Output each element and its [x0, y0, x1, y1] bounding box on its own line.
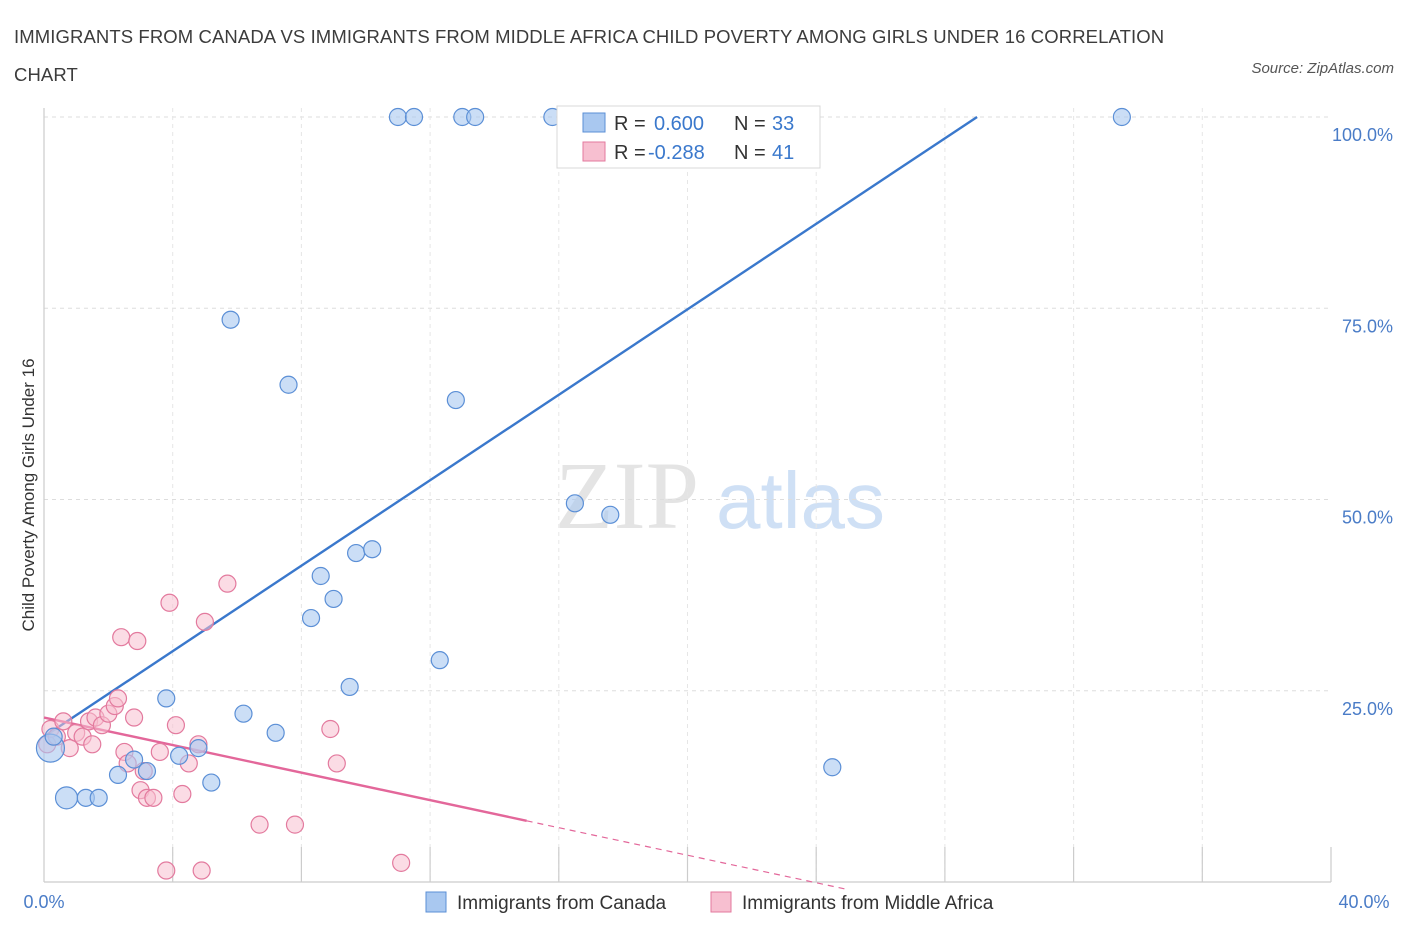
data-point-canada-4 — [89, 788, 108, 807]
grid-lines — [44, 108, 1331, 882]
data-point-canada-11 — [202, 773, 221, 792]
x-axis-ticks — [172, 847, 1332, 882]
data-point-canada-14 — [266, 723, 285, 742]
trend-line-canada — [43, 116, 978, 738]
data-point-canada-32 — [823, 758, 842, 777]
data-point-africa-31 — [195, 612, 214, 632]
data-point-canada-17 — [311, 566, 330, 586]
legend-r-value-africa: -0.288 — [648, 142, 705, 164]
series-legend: Immigrants from Canada Immigrants from M… — [425, 891, 994, 914]
y-tick-label-50: 50.0% — [1342, 508, 1393, 528]
legend-r-value-canada: 0.600 — [654, 113, 704, 135]
data-point-canada-7 — [137, 761, 157, 781]
data-point-canada-5 — [108, 765, 128, 785]
data-point-canada-24 — [430, 651, 449, 670]
bottom-legend-canada: Immigrants from Canada — [457, 893, 667, 914]
data-point-canada-19 — [340, 677, 359, 697]
data-point-africa-26 — [166, 716, 186, 735]
data-point-africa-33 — [250, 815, 269, 834]
data-point-africa-8 — [83, 735, 102, 754]
data-point-canada-33 — [1112, 107, 1131, 127]
data-point-africa-17 — [124, 708, 144, 727]
bottom-legend-africa: Immigrants from Middle Africa — [742, 893, 994, 914]
x-tick-label-max: 40.0% — [1338, 892, 1389, 912]
y-axis-label: Child Poverty Among Girls Under 16 — [19, 358, 38, 631]
data-point-africa-14 — [112, 628, 131, 647]
data-point-africa-23 — [150, 742, 169, 762]
data-point-africa-30 — [192, 861, 211, 880]
x-tick-label-min: 0.0% — [23, 892, 64, 912]
data-point-africa-22 — [144, 788, 163, 807]
data-point-canada-20 — [346, 543, 366, 563]
source-label: Source: ZipAtlas.com — [1251, 60, 1394, 77]
data-point-canada-9 — [170, 746, 189, 765]
data-point-canada-2 — [54, 786, 79, 810]
data-point-canada-6 — [124, 750, 144, 769]
chart-title: IMMIGRANTS FROM CANADA VS IMMIGRANTS FRO… — [14, 26, 1165, 85]
y-tick-label-75: 75.0% — [1342, 316, 1393, 336]
data-point-canada-21 — [363, 540, 382, 559]
series-middle-africa — [38, 574, 411, 880]
data-point-africa-18 — [128, 631, 147, 651]
data-point-canada-15 — [279, 375, 298, 394]
data-point-canada-29 — [565, 494, 584, 513]
bottom-legend-swatch-africa — [710, 891, 732, 913]
data-point-africa-3 — [54, 712, 73, 731]
data-point-canada-13 — [234, 704, 253, 723]
data-point-africa-36 — [327, 754, 346, 773]
legend-n-label-africa: N = — [734, 142, 766, 164]
legend-swatch-africa — [582, 141, 606, 162]
legend-r-label-africa: R = — [614, 142, 646, 164]
data-point-africa-24 — [157, 861, 176, 880]
data-point-canada-8 — [157, 689, 176, 708]
legend-r-label-canada: R = — [614, 113, 646, 135]
data-point-africa-32 — [218, 574, 237, 593]
legend-swatch-canada — [582, 112, 606, 133]
trend-line-africa — [43, 716, 527, 822]
trend-lines — [43, 116, 978, 891]
data-point-canada-22 — [388, 107, 408, 127]
y-tick-label-25: 25.0% — [1342, 699, 1393, 719]
data-point-canada-23 — [404, 107, 424, 127]
data-point-africa-37 — [392, 853, 411, 872]
y-tick-labels: 25.0% 50.0% 75.0% 100.0% — [1332, 125, 1393, 719]
watermark-atlas: atlas — [716, 456, 885, 545]
legend-n-label-canada: N = — [734, 113, 766, 135]
legend-n-value-africa: 41 — [772, 142, 794, 164]
data-point-africa-13 — [108, 689, 128, 708]
data-point-canada-25 — [446, 390, 465, 410]
data-point-canada-16 — [301, 608, 321, 628]
data-point-africa-27 — [173, 784, 192, 804]
legend-n-value-canada: 33 — [772, 113, 794, 135]
bottom-legend-swatch-canada — [425, 891, 447, 913]
data-point-africa-34 — [285, 815, 305, 834]
data-point-africa-25 — [160, 593, 179, 612]
data-point-canada-27 — [466, 107, 485, 127]
data-point-canada-1 — [44, 727, 63, 746]
data-point-canada-31 — [601, 505, 620, 524]
data-point-africa-35 — [321, 719, 340, 739]
data-point-canada-18 — [324, 589, 343, 609]
y-tick-label-100: 100.0% — [1332, 125, 1393, 145]
data-point-canada-10 — [189, 739, 208, 758]
data-point-canada-12 — [221, 310, 240, 329]
correlation-legend: R = 0.600 N = 33 R = -0.288 N = 41 — [556, 105, 821, 169]
